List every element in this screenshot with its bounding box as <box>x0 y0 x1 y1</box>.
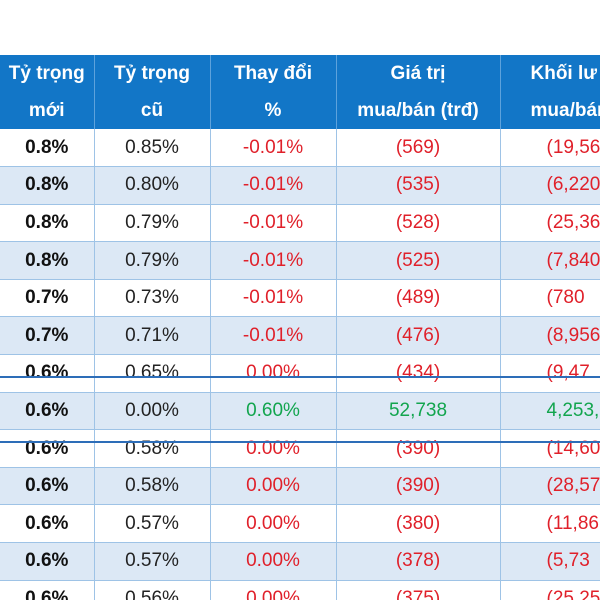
table-row: 0.8% 0.79% -0.01% (525) (7,840 <box>0 241 600 280</box>
table-row: 0.8% 0.79% -0.01% (528) (25,36 <box>0 204 600 243</box>
cell-volume: (6,220 <box>500 166 600 205</box>
cell-change: 0.60% <box>210 392 337 431</box>
cell-change: -0.01% <box>210 279 337 318</box>
table-row: 0.6% 0.58% 0.00% (390) (28,57 <box>0 467 600 506</box>
cell-volume: (8,956 <box>500 316 600 356</box>
cell-value: (390) <box>336 467 501 506</box>
cell-change: 0.00% <box>210 429 337 468</box>
cell-value: (375) <box>336 580 501 600</box>
table-row: 0.6% 0.56% 0.00% (375) (25,25 <box>0 580 600 600</box>
cell-change: -0.01% <box>210 241 337 280</box>
cell-change: 0.00% <box>210 542 337 581</box>
highlight-line-bottom <box>0 441 600 443</box>
cell-volume: (780 <box>500 279 600 318</box>
header-new-weight: Tỷ trọng <box>0 55 95 92</box>
cell-new-weight: 0.7% <box>0 279 95 318</box>
cell-volume: (7,840 <box>500 241 600 280</box>
cell-old-weight: 0.00% <box>94 392 211 431</box>
table-row: 0.6% 0.65% 0.00% (434) (9,47 <box>0 354 600 393</box>
cell-value: (528) <box>336 204 501 243</box>
table-body: 0.8% 0.85% -0.01% (569) (19,56 0.8% 0.80% -0.01… <box>0 129 600 600</box>
cell-old-weight: 0.85% <box>94 129 211 168</box>
header-volume-sub: mua/bán <box>500 92 600 129</box>
cell-volume: (25,25 <box>500 580 600 600</box>
cell-new-weight: 0.6% <box>0 429 95 468</box>
cell-old-weight: 0.79% <box>94 241 211 280</box>
cell-old-weight: 0.58% <box>94 429 211 468</box>
cell-new-weight: 0.7% <box>0 316 95 356</box>
index-weight-table: Tỷ trọng Tỷ trọng Thay đổi Giá trị Khối … <box>0 55 600 600</box>
table-row: 0.6% 0.57% 0.00% (380) (11,86 <box>0 504 600 544</box>
cell-new-weight: 0.6% <box>0 504 95 544</box>
cell-old-weight: 0.79% <box>94 204 211 243</box>
cell-change: -0.01% <box>210 204 337 243</box>
header-new-weight-sub: mới <box>0 92 95 129</box>
cell-change: -0.01% <box>210 316 337 356</box>
cell-old-weight: 0.65% <box>94 354 211 393</box>
cell-new-weight: 0.8% <box>0 204 95 243</box>
cell-new-weight: 0.6% <box>0 580 95 600</box>
cell-old-weight: 0.57% <box>94 504 211 544</box>
cell-volume: (25,36 <box>500 204 600 243</box>
cell-volume: (14,60 <box>500 429 600 468</box>
cell-value: (380) <box>336 504 501 544</box>
cell-volume: (28,57 <box>500 467 600 506</box>
cell-old-weight: 0.80% <box>94 166 211 205</box>
cell-value: (489) <box>336 279 501 318</box>
cell-change: 0.00% <box>210 467 337 506</box>
cell-new-weight: 0.6% <box>0 542 95 581</box>
highlight-line-top <box>0 376 600 378</box>
header-change-sub: % <box>210 92 337 129</box>
cell-new-weight: 0.8% <box>0 166 95 205</box>
header-old-weight: Tỷ trọng <box>94 55 211 92</box>
table-row: 0.7% 0.73% -0.01% (489) (780 <box>0 279 600 318</box>
header-row-1: Tỷ trọng Tỷ trọng Thay đổi Giá trị Khối … <box>0 55 600 92</box>
cell-volume: (5,73 <box>500 542 600 581</box>
cell-value: (390) <box>336 429 501 468</box>
cell-value: (569) <box>336 129 501 168</box>
header-value-sub: mua/bán (trđ) <box>336 92 501 129</box>
table-row: 0.8% 0.85% -0.01% (569) (19,56 <box>0 129 600 168</box>
cell-volume: (19,56 <box>500 129 600 168</box>
header-old-weight-sub: cũ <box>94 92 211 129</box>
cell-old-weight: 0.71% <box>94 316 211 356</box>
cell-change: 0.00% <box>210 504 337 544</box>
cell-old-weight: 0.58% <box>94 467 211 506</box>
cell-old-weight: 0.56% <box>94 580 211 600</box>
cell-old-weight: 0.57% <box>94 542 211 581</box>
table-row: 0.6% 0.57% 0.00% (378) (5,73 <box>0 542 600 581</box>
table-row: 0.7% 0.71% -0.01% (476) (8,956 <box>0 316 600 356</box>
table-row: 0.6% 0.58% 0.00% (390) (14,60 <box>0 429 600 468</box>
cell-value: (476) <box>336 316 501 356</box>
cell-volume: 4,253,0 <box>500 392 600 431</box>
cell-value: (535) <box>336 166 501 205</box>
cell-change: -0.01% <box>210 166 337 205</box>
cell-new-weight: 0.8% <box>0 241 95 280</box>
cell-volume: (11,86 <box>500 504 600 544</box>
cell-new-weight: 0.8% <box>0 129 95 168</box>
header-row-2: mới cũ % mua/bán (trđ) mua/bán <box>0 92 600 129</box>
header-change: Thay đổi <box>210 55 337 92</box>
cell-value: (525) <box>336 241 501 280</box>
cell-value: 52,738 <box>336 392 501 431</box>
cell-change: 0.00% <box>210 354 337 393</box>
cell-value: (434) <box>336 354 501 393</box>
cell-new-weight: 0.6% <box>0 467 95 506</box>
cell-old-weight: 0.73% <box>94 279 211 318</box>
cell-change: -0.01% <box>210 129 337 168</box>
header-volume: Khối lư <box>500 55 600 92</box>
cell-new-weight: 0.6% <box>0 354 95 393</box>
table-row: 0.8% 0.80% -0.01% (535) (6,220 <box>0 166 600 205</box>
cell-change: 0.00% <box>210 580 337 600</box>
cell-new-weight: 0.6% <box>0 392 95 431</box>
header-value: Giá trị <box>336 55 501 92</box>
cell-volume: (9,47 <box>500 354 600 393</box>
cell-value: (378) <box>336 542 501 581</box>
